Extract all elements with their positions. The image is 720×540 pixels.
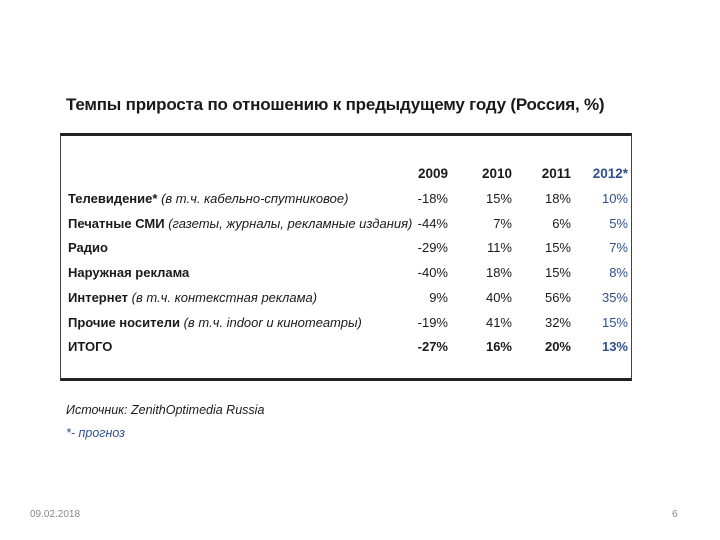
- table-cell: 32%: [544, 315, 571, 330]
- row-label-main: Печатные СМИ: [68, 216, 165, 231]
- row-label-note: (газеты, журналы, рекламные издания): [164, 216, 413, 231]
- table-cell: 11%: [486, 240, 512, 255]
- table-cell: 9%: [429, 290, 448, 305]
- row-label: Телевидение* (в т.ч. кабельно-спутниково…: [68, 191, 348, 206]
- row-label-main: ИТОГО: [68, 339, 113, 354]
- header-2012: 2012*: [592, 166, 628, 181]
- slide-title: Темпы прироста по отношению к предыдущем…: [66, 95, 605, 114]
- header-2011: 2011: [541, 166, 571, 181]
- table-cell: 18%: [485, 265, 512, 280]
- table-cell: 56%: [544, 290, 571, 305]
- footer-page-number: 6: [672, 509, 678, 520]
- row-label: Наружная реклама: [68, 265, 189, 280]
- table-cell: 5%: [609, 216, 628, 231]
- row-label-main: Интернет: [68, 290, 129, 305]
- table-cell: -40%: [417, 265, 448, 280]
- table-cell: 13%: [601, 339, 628, 354]
- row-label: Радио: [68, 240, 108, 255]
- table-cell: 20%: [544, 339, 571, 354]
- row-label-note: (в т.ч. кабельно-спутниковое): [157, 191, 349, 206]
- table-cell: 15%: [544, 265, 571, 280]
- table-cell: 8%: [609, 265, 628, 280]
- row-label: Интернет (в т.ч. контекстная реклама): [68, 290, 317, 305]
- row-label: Печатные СМИ (газеты, журналы, рекламные…: [68, 216, 412, 231]
- data-table: [60, 133, 632, 381]
- table-cell: 35%: [601, 290, 628, 305]
- row-label-note: (в т.ч. контекстная реклама): [128, 290, 318, 305]
- row-label: ИТОГО: [68, 339, 112, 354]
- table-cell: 16%: [485, 339, 512, 354]
- row-label-main: Телевидение*: [68, 191, 158, 206]
- table-cell: 10%: [601, 191, 628, 206]
- table-cell: -27%: [417, 339, 448, 354]
- header-2010: 2010: [481, 166, 512, 181]
- table-cell: 6%: [552, 216, 571, 231]
- table-cell: 41%: [485, 315, 512, 330]
- table-cell: 15%: [601, 315, 628, 330]
- row-label-main: Наружная реклама: [68, 265, 190, 280]
- table-cell: -29%: [417, 240, 448, 255]
- table-cell: 40%: [485, 290, 512, 305]
- forecast-note: *- прогноз: [66, 426, 125, 440]
- source-note: Источник: ZenithOptimedia Russia: [66, 403, 265, 417]
- table-cell: -18%: [417, 191, 448, 206]
- footer-date: 09.02.2018: [30, 509, 81, 520]
- row-label-note: (в т.ч. indoor и кинотеатры): [179, 315, 362, 330]
- table-cell: 18%: [544, 191, 571, 206]
- header-2009: 2009: [417, 166, 448, 181]
- row-label-main: Прочие носители: [68, 315, 180, 330]
- table-cell: 15%: [544, 240, 571, 255]
- table-cell: 7%: [493, 216, 512, 231]
- row-label-main: Радио: [68, 240, 108, 255]
- table-cell: -44%: [417, 216, 448, 231]
- table-cell: -19%: [417, 315, 448, 330]
- table-cell: 15%: [485, 191, 512, 206]
- table-cell: 7%: [609, 240, 628, 255]
- row-label: Прочие носители (в т.ч. indoor и кинотеа…: [68, 315, 362, 330]
